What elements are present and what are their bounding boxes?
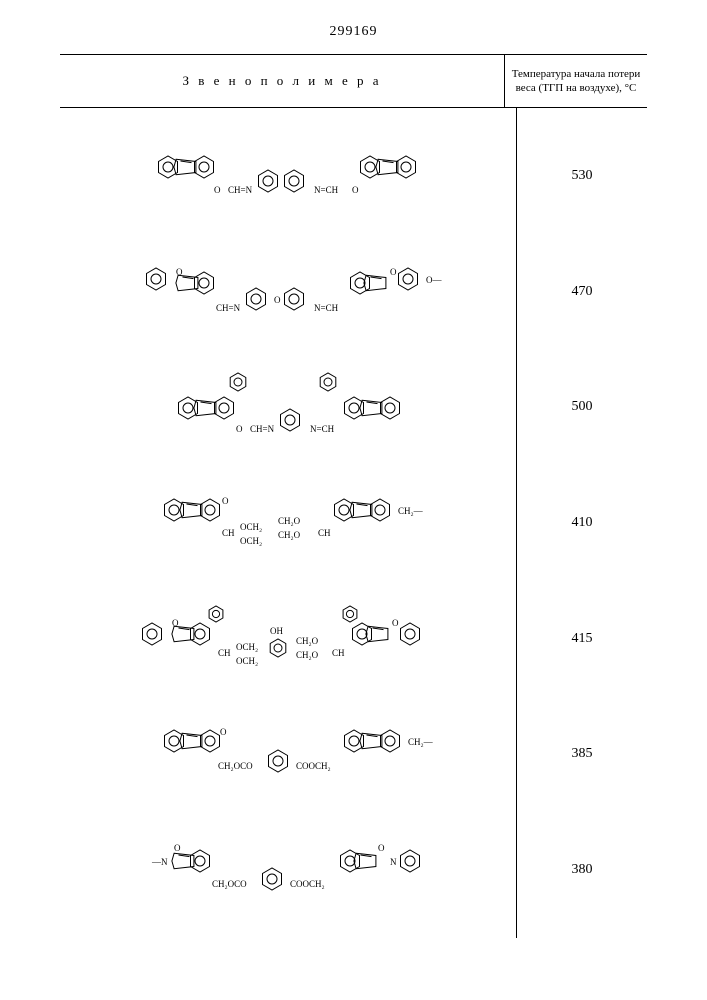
svg-text:CH: CH <box>332 648 345 658</box>
svg-text:CH₂O: CH₂O <box>278 516 301 526</box>
svg-text:O: O <box>174 843 181 853</box>
svg-text:O: O <box>390 267 397 277</box>
structure-cell: O CH OCH₂ CH₂O OCH₂ CH₂O CH CH₂— <box>66 469 510 577</box>
svg-text:CH₂—: CH₂— <box>398 506 424 516</box>
temperature-cell: 470 <box>572 238 593 346</box>
structure-cell: OCH=NON=CHOO— <box>66 238 510 346</box>
structure-cell: O CH₂OCO COOCH₂ CH₂— <box>66 700 510 808</box>
svg-text:CH=N: CH=N <box>216 303 241 313</box>
structure-cell: O CH=N N=CH <box>66 353 510 461</box>
svg-text:O: O <box>220 727 227 737</box>
temperature-cell: 380 <box>572 816 593 924</box>
svg-text:N=CH: N=CH <box>314 303 339 313</box>
svg-text:CH=N: CH=N <box>250 424 275 434</box>
table-body: O CH=N N=CH O O CH=N O N=CH O O— O CH=N N=CH O CH OCH₂ C… <box>60 108 647 938</box>
temperature-cell: 410 <box>572 469 593 577</box>
svg-text:OCH₂: OCH₂ <box>236 656 258 666</box>
structure-cell: O CH=N N=CH O <box>66 122 510 230</box>
svg-text:OCH₂: OCH₂ <box>236 642 258 652</box>
svg-text:N=CH: N=CH <box>314 185 339 195</box>
svg-text:O: O <box>236 424 243 434</box>
table-header-right: Температура начала потери веса (ТГП на в… <box>505 55 647 107</box>
svg-text:COOCH₂: COOCH₂ <box>296 761 331 771</box>
svg-text:CH₂O: CH₂O <box>296 650 319 660</box>
structure-cell: —NOCH₂OCOCOOCH₂ON <box>66 816 510 924</box>
temperatures-column: 530 470 500 410 415 385 380 <box>517 108 647 938</box>
temperature-cell: 385 <box>572 700 593 808</box>
svg-text:O—: O— <box>426 275 442 285</box>
svg-text:—N: —N <box>151 857 168 867</box>
svg-text:O: O <box>274 295 281 305</box>
svg-text:O: O <box>392 618 399 628</box>
svg-text:CH₂—: CH₂— <box>408 737 434 747</box>
svg-text:O: O <box>352 185 359 195</box>
temperature-cell: 530 <box>572 122 593 230</box>
svg-text:O: O <box>222 496 229 506</box>
svg-text:CH: CH <box>318 528 331 538</box>
structure-cell: OCHOCH₂OHCH₂OOCH₂CH₂OCHO <box>66 585 510 693</box>
svg-text:O: O <box>214 185 221 195</box>
structures-column: O CH=N N=CH O O CH=N O N=CH O O— O CH=N N=CH O CH OCH₂ C… <box>60 108 517 938</box>
svg-text:CH₂OCO: CH₂OCO <box>212 879 247 889</box>
svg-text:O: O <box>378 843 385 853</box>
table-header-left: З в е н о п о л и м е р а <box>60 55 505 107</box>
temperature-cell: 415 <box>572 585 593 693</box>
temperature-cell: 500 <box>572 353 593 461</box>
svg-text:CH₂OCO: CH₂OCO <box>218 761 253 771</box>
svg-text:CH₂O: CH₂O <box>278 530 301 540</box>
svg-text:CH₂O: CH₂O <box>296 636 319 646</box>
svg-text:OCH₂: OCH₂ <box>240 536 262 546</box>
svg-text:CH: CH <box>222 528 235 538</box>
document-number: 299169 <box>60 24 647 40</box>
page: 299169 З в е н о п о л и м е р а Темпера… <box>0 0 707 1000</box>
svg-text:N: N <box>390 857 397 867</box>
svg-text:OCH₂: OCH₂ <box>240 522 262 532</box>
table-header-row: З в е н о п о л и м е р а Температура на… <box>60 54 647 108</box>
svg-text:N=CH: N=CH <box>310 424 335 434</box>
svg-text:CH: CH <box>218 648 231 658</box>
svg-text:OH: OH <box>270 626 283 636</box>
svg-text:CH=N: CH=N <box>228 185 253 195</box>
svg-text:COOCH₂: COOCH₂ <box>290 879 325 889</box>
